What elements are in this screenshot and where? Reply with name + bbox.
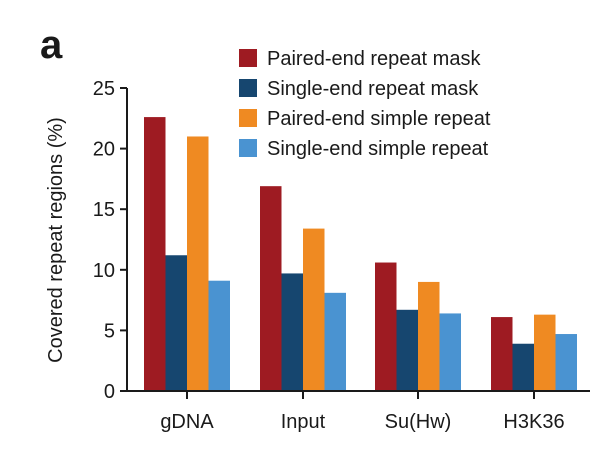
x-tick-label: Input bbox=[281, 411, 326, 433]
legend: Paired-end repeat mask Single-end repeat … bbox=[239, 48, 491, 160]
legend-swatch bbox=[239, 139, 257, 157]
bar bbox=[165, 255, 187, 391]
legend-swatch bbox=[239, 49, 257, 67]
legend-entry-label: Single-end simple repeat bbox=[267, 138, 489, 160]
axes-group bbox=[126, 88, 590, 392]
bar bbox=[512, 343, 534, 391]
y-tick-label: 0 bbox=[104, 381, 115, 403]
bar bbox=[555, 334, 577, 391]
bar bbox=[439, 313, 461, 391]
bar bbox=[208, 280, 230, 391]
y-tick-label: 20 bbox=[93, 139, 115, 161]
bar bbox=[418, 281, 440, 391]
y-tick-label: 5 bbox=[104, 320, 115, 342]
bar bbox=[375, 262, 397, 391]
bar bbox=[324, 292, 346, 391]
bar bbox=[281, 273, 303, 391]
legend-swatch bbox=[239, 109, 257, 127]
panel-label: a bbox=[40, 23, 63, 67]
bar bbox=[187, 136, 209, 391]
x-tick-label: gDNA bbox=[160, 411, 214, 433]
bar bbox=[396, 309, 418, 391]
y-tick-label: 25 bbox=[93, 78, 115, 100]
y-ticks-group: 0 5 10 15 20 25 bbox=[93, 78, 127, 403]
y-axis-title: Covered repeat regions (%) bbox=[45, 117, 67, 363]
x-ticks-group: gDNA Input Su(Hw) H3K36 bbox=[160, 391, 565, 433]
legend-swatch bbox=[239, 79, 257, 97]
bar bbox=[260, 186, 282, 391]
bar bbox=[491, 317, 513, 391]
y-tick-label: 10 bbox=[93, 260, 115, 282]
legend-entry-label: Paired-end repeat mask bbox=[267, 48, 481, 70]
bar bbox=[534, 314, 556, 391]
y-tick-label: 15 bbox=[93, 199, 115, 221]
x-tick-label: Su(Hw) bbox=[385, 411, 452, 433]
legend-entry-label: Single-end repeat mask bbox=[267, 78, 479, 100]
legend-entry-label: Paired-end simple repeat bbox=[267, 108, 491, 130]
bars-group bbox=[144, 117, 577, 391]
x-tick-label: H3K36 bbox=[503, 411, 564, 433]
bar bbox=[303, 228, 325, 391]
bar bbox=[144, 117, 166, 391]
